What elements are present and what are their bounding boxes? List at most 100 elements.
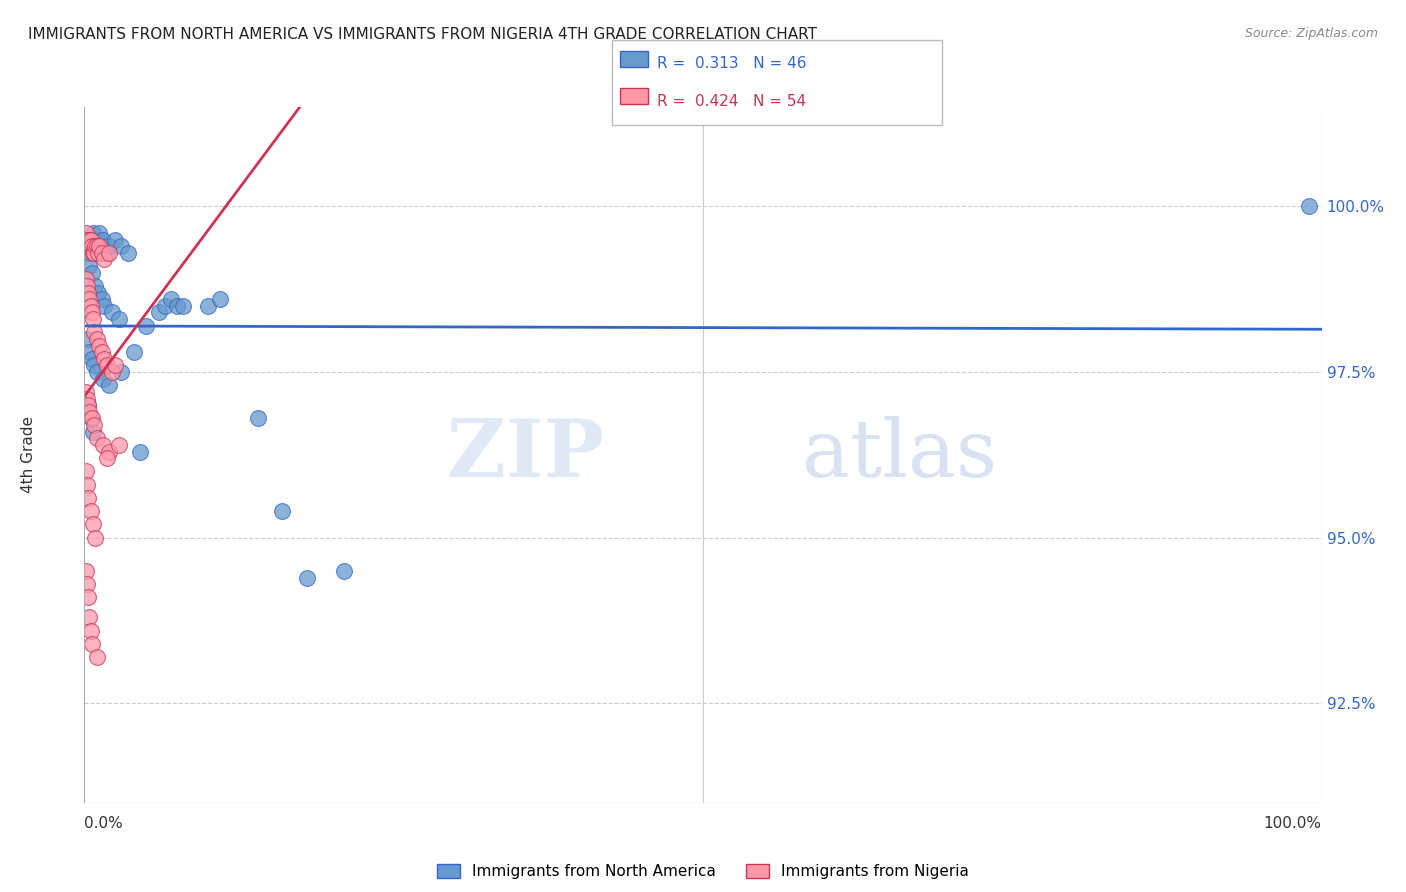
Point [79,292,101,306]
Point [108,312,131,326]
Point [79,624,101,638]
Point [172,299,194,313]
Text: Source: ZipAtlas.com: Source: ZipAtlas.com [1244,27,1378,40]
Point [79,345,101,359]
Point [79,259,101,273]
Point [84,279,107,293]
Point [75,226,97,240]
Point [104,359,127,373]
Text: R =  0.313   N = 46: R = 0.313 N = 46 [657,56,806,71]
Point [77,398,100,412]
Point [79,233,101,247]
Point [75,384,97,399]
Point [86,650,108,665]
Point [84,531,107,545]
Text: 100.0%: 100.0% [1264,816,1322,831]
Point [98,378,121,392]
Point [80,637,103,651]
Point [86,332,108,346]
Point [135,318,157,333]
Point [271,504,294,518]
Point [79,411,101,425]
Point [82,245,104,260]
Point [80,266,103,280]
Text: IMMIGRANTS FROM NORTH AMERICA VS IMMIGRANTS FROM NIGERIA 4TH GRADE CORRELATION C: IMMIGRANTS FROM NORTH AMERICA VS IMMIGRA… [28,27,817,42]
Point [77,491,100,505]
Point [79,610,101,624]
Point [77,285,100,300]
Point [75,465,97,479]
Text: 4th Grade: 4th Grade [21,417,37,493]
Point [75,564,97,578]
Point [77,398,100,412]
Text: ZIP: ZIP [447,416,605,494]
Point [79,299,101,313]
Point [86,431,108,445]
Point [197,299,219,313]
Point [86,365,108,379]
Point [82,517,104,532]
Point [104,233,127,247]
Point [209,292,232,306]
Point [96,359,118,373]
Point [166,299,188,313]
Point [153,299,176,313]
Legend: Immigrants from North America, Immigrants from Nigeria: Immigrants from North America, Immigrant… [430,858,976,886]
Point [75,272,97,286]
Point [160,292,183,306]
Point [82,312,104,326]
Point [98,245,121,260]
Point [76,392,98,406]
Point [76,577,98,591]
Point [89,239,111,253]
Point [87,285,110,300]
Point [83,245,105,260]
Point [100,305,122,319]
Point [89,226,111,240]
Point [77,591,100,605]
Point [91,438,114,452]
Point [129,444,152,458]
Point [83,326,105,340]
Point [122,345,145,359]
Point [83,418,105,433]
Point [90,345,112,359]
Point [93,351,115,366]
Point [79,233,101,247]
Point [333,564,356,578]
Point [84,239,107,253]
Point [80,239,103,253]
Point [96,245,118,260]
Point [83,359,105,373]
Point [76,233,98,247]
Point [100,365,122,379]
Text: R =  0.424   N = 54: R = 0.424 N = 54 [657,94,806,109]
Point [86,233,108,247]
Point [87,245,110,260]
Point [98,239,121,253]
Point [83,239,105,253]
Point [89,338,111,352]
Point [80,351,103,366]
Point [77,245,100,260]
Point [110,365,132,379]
Text: 0.0%: 0.0% [84,816,124,831]
Point [80,305,103,319]
Point [90,245,112,260]
Point [98,444,121,458]
Point [246,411,269,425]
Point [80,411,103,425]
Point [79,405,101,419]
Point [117,245,139,260]
Text: atlas: atlas [801,416,997,494]
Point [77,239,100,253]
Point [110,239,132,253]
Point [93,252,115,267]
Point [90,292,112,306]
Point [91,372,114,386]
Point [108,438,131,452]
Point [76,332,98,346]
Point [76,279,98,293]
Point [295,570,318,584]
Point [93,299,115,313]
